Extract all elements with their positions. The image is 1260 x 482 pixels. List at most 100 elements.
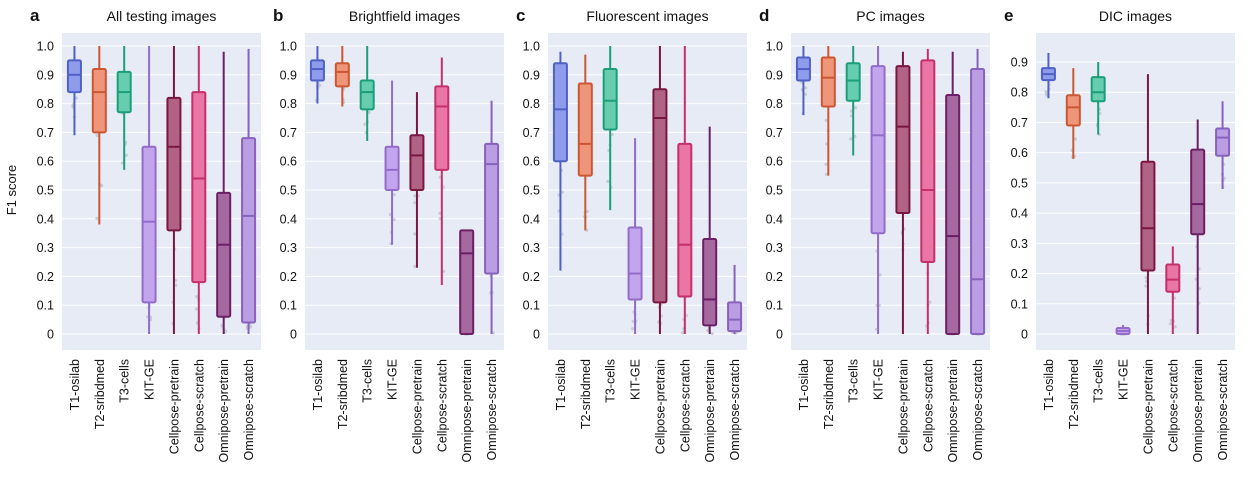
y-tick-label: 0.7 bbox=[766, 126, 783, 140]
box-iqr bbox=[241, 137, 257, 324]
y-tick-label: 0.8 bbox=[37, 97, 54, 111]
box-t1-osilab bbox=[552, 51, 568, 271]
data-point bbox=[174, 283, 178, 287]
x-tick-label: Cellpose-pretrain bbox=[896, 359, 910, 454]
data-point bbox=[195, 295, 199, 299]
y-tick-label: 0.2 bbox=[1011, 267, 1028, 281]
box-iqr bbox=[870, 65, 886, 235]
box-iqr bbox=[602, 68, 618, 131]
y-tick-label: 0.5 bbox=[523, 184, 540, 198]
x-tick-label: T2-sribdmed bbox=[1067, 359, 1081, 429]
panel-letter: e bbox=[1004, 6, 1013, 25]
x-tick-label: KIT-GE bbox=[1117, 359, 1131, 400]
data-point bbox=[120, 161, 124, 165]
y-tick-label: 0.9 bbox=[1011, 56, 1028, 70]
box-omnipose-pretrain bbox=[459, 229, 475, 336]
data-point bbox=[392, 218, 396, 222]
data-point bbox=[95, 133, 99, 138]
y-tick-label: 0.2 bbox=[280, 270, 297, 284]
y-tick-label: 0.2 bbox=[523, 270, 540, 284]
box-cellpose-scratch bbox=[191, 46, 207, 334]
data-point bbox=[824, 118, 828, 122]
panel-title: Brightfield images bbox=[349, 8, 460, 24]
box-iqr bbox=[384, 145, 400, 192]
panel-letter: b bbox=[273, 6, 283, 25]
y-tick-label: 0.1 bbox=[1011, 297, 1028, 311]
y-axis-title: F1 score bbox=[4, 165, 19, 216]
box-t2-sribdmed bbox=[91, 46, 107, 225]
y-tick-label: 0.3 bbox=[280, 241, 297, 255]
y-tick-label: 0.6 bbox=[1011, 146, 1028, 160]
box-iqr bbox=[1090, 76, 1106, 103]
box-t1-osilab bbox=[66, 46, 82, 136]
box-t1-osilab bbox=[1040, 52, 1056, 99]
box-cellpose-scratch bbox=[434, 57, 450, 286]
y-tick-label: 0.5 bbox=[37, 184, 54, 198]
box-iqr bbox=[141, 145, 157, 304]
y-tick-label: 0 bbox=[47, 328, 54, 342]
box-iqr bbox=[434, 85, 450, 171]
box-kit-ge bbox=[627, 138, 643, 334]
box-t1-osilab bbox=[795, 46, 811, 116]
y-tick-label: 0.6 bbox=[766, 155, 783, 169]
box-t1-osilab bbox=[309, 46, 325, 104]
data-point bbox=[928, 300, 932, 304]
x-tick-label: KIT-GE bbox=[386, 359, 400, 400]
box-kit-ge bbox=[141, 46, 157, 334]
y-tick-label: 0.8 bbox=[523, 97, 540, 111]
y-tick-label: 0.9 bbox=[766, 68, 783, 82]
data-point bbox=[631, 319, 635, 323]
y-tick-label: 0.1 bbox=[523, 299, 540, 313]
x-tick-label: Omnipose-scratch bbox=[242, 359, 256, 460]
box-iqr bbox=[409, 134, 425, 191]
x-tick-label: Omnipose-pretrain bbox=[1191, 359, 1205, 463]
x-tick-label: Cellpose-scratch bbox=[435, 359, 449, 452]
x-tick-label: Omnipose-scratch bbox=[1216, 359, 1230, 460]
x-tick-label: T3-cells bbox=[118, 359, 132, 403]
y-tick-label: 1.0 bbox=[37, 40, 54, 54]
data-point bbox=[1168, 322, 1172, 326]
y-tick-label: 0.4 bbox=[280, 212, 297, 226]
y-tick-label: 0.5 bbox=[766, 184, 783, 198]
box-cellpose-scratch bbox=[677, 46, 693, 335]
data-point bbox=[413, 264, 417, 269]
x-tick-label: Omnipose-pretrain bbox=[460, 359, 474, 463]
y-tick-label: 0.1 bbox=[37, 299, 54, 313]
data-point bbox=[412, 201, 417, 205]
box-t2-sribdmed bbox=[577, 54, 593, 232]
box-cellpose-scratch bbox=[1165, 246, 1181, 334]
x-tick-label: T3-cells bbox=[847, 359, 861, 403]
box-iqr bbox=[1190, 148, 1206, 236]
y-tick-label: 0.1 bbox=[280, 299, 297, 313]
data-point bbox=[124, 153, 128, 158]
data-point bbox=[680, 331, 685, 335]
data-point bbox=[606, 179, 610, 184]
x-tick-label: Cellpose-pretrain bbox=[410, 359, 424, 454]
box-t2-sribdmed bbox=[334, 46, 350, 107]
box-t3-cells bbox=[116, 46, 132, 170]
box-iqr bbox=[459, 229, 475, 336]
box-cellpose-pretrain bbox=[1140, 74, 1156, 334]
data-point bbox=[413, 194, 417, 198]
panels: 0 0.1 0.2 0.3 0.4 0.5 0.6 0.7 0.8 0.9 1.0 a All test… bbox=[30, 6, 1235, 463]
y-tick-label: 0.1 bbox=[766, 299, 783, 313]
x-tick-label: T1-osilab bbox=[311, 359, 325, 410]
x-tick-label: Cellpose-scratch bbox=[921, 359, 935, 452]
data-point bbox=[849, 137, 853, 141]
panel-letter: a bbox=[30, 6, 40, 25]
y-tick-label: 0.8 bbox=[1011, 86, 1028, 100]
data-point bbox=[853, 106, 858, 110]
data-point bbox=[442, 269, 446, 273]
x-tick-label: T1-osilab bbox=[797, 359, 811, 410]
y-tick-label: 0.2 bbox=[37, 270, 54, 284]
box-omnipose-scratch bbox=[1215, 101, 1231, 189]
box-iqr bbox=[820, 56, 836, 108]
y-tick-label: 0.4 bbox=[523, 212, 540, 226]
x-tick-label: KIT-GE bbox=[872, 359, 886, 400]
data-point bbox=[824, 162, 828, 166]
x-tick-label: T2-sribdmed bbox=[822, 359, 836, 429]
box-iqr bbox=[309, 59, 325, 82]
y-tick-label: 0.6 bbox=[37, 155, 54, 169]
x-tick-label: Omnipose-scratch bbox=[485, 359, 499, 460]
